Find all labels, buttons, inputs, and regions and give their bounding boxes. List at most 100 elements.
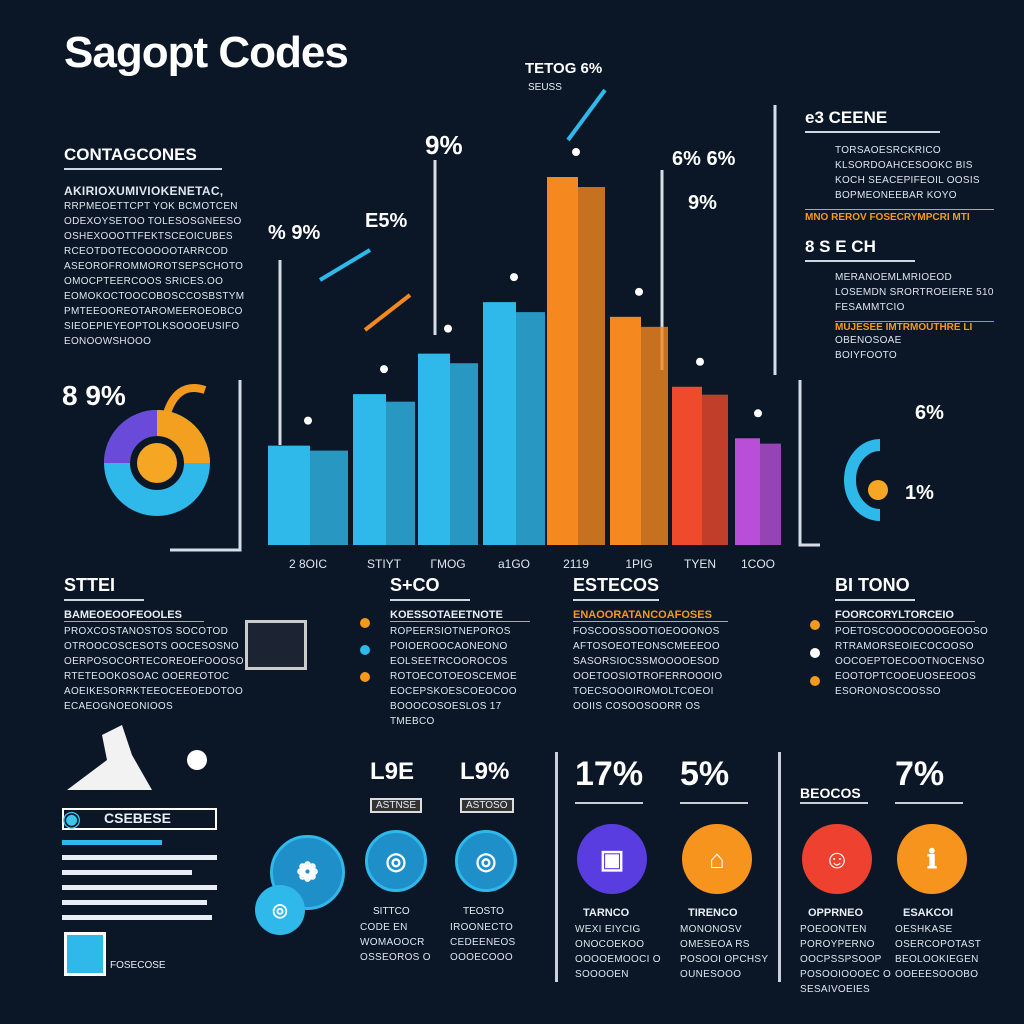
annotation-right-sub: 9%: [688, 192, 717, 214]
bar-side: [384, 401, 415, 545]
section-heading: STTEI: [64, 575, 144, 601]
text-line: EOLSEETRCOOROCOS: [390, 656, 508, 667]
bar-marker: [635, 287, 643, 296]
text-line: CEDEENEOS: [450, 937, 516, 948]
mid-stat-tag: ASTOSO: [460, 798, 514, 813]
text-line: OBENOSOAE: [835, 335, 902, 346]
bullet-icon: [810, 676, 820, 686]
annotation-right: 6% 6%: [672, 148, 736, 170]
text-line: EOCEPSKOESCOEOCOO: [390, 686, 517, 697]
stat-body: MONONOSV OMESEOA RS POSOOI OPCHSY OUNESOOO: [680, 922, 768, 982]
document-icon: ▣: [577, 824, 647, 894]
divider: [895, 802, 963, 804]
x-tick-label: 2 8OIC: [289, 557, 327, 571]
text-line: OESHKASE: [895, 924, 953, 935]
section-body: PROXCOSTANOSTOS SOCOTOD OTROOCOSCESOTS OO…: [64, 624, 244, 714]
bar-side: [514, 312, 545, 545]
text-line: POROYPERNO: [800, 939, 875, 950]
text-line: KLSORDOAHCESOOKC BIS: [835, 160, 973, 171]
bar-marker: [510, 273, 518, 282]
text-line: RTETEOOKOSOAC OOEREOTOC: [64, 671, 230, 682]
tablet-icon: ◎: [455, 830, 517, 892]
section-heading: S+CO: [390, 575, 470, 601]
text-line: POEOONTEN: [800, 924, 867, 935]
section-body: FOSCOOSSOOTIOEOOONOS AFTOSOEOTEONSCMEEEOO…: [573, 624, 728, 714]
text-line: OTROOCOSCESOTS OOCESOSNO: [64, 641, 239, 652]
text-line: OSSEOROS O: [360, 952, 431, 963]
divider: [555, 752, 558, 982]
text-line: ODEXOYSETOO TOLESOSGNEESO: [64, 216, 242, 227]
text-line: PROXCOSTANOSTOS SOCOTOD: [64, 626, 229, 637]
divider: [778, 752, 781, 982]
bar-side: [758, 443, 781, 545]
dashboard-icon: [245, 620, 307, 670]
mid-stat-title: SITTCO: [373, 906, 410, 917]
stat-value: 5%: [680, 755, 730, 793]
text-line: AFTOSOEOTEONSCMEEEOO: [573, 641, 720, 652]
text-line: FESAMMTCIO: [835, 302, 905, 313]
bar-chart: 2 8OIC STIYT ΓMOG a1GO 2119 1PIG TYEN 1COO: [268, 88, 820, 571]
text-section: ESTECOS ENAOORATANCOAFOSES FOSCOOSSOOTIOEO…: [573, 575, 728, 714]
bar-marker: [696, 357, 704, 366]
bar-marker: [444, 324, 452, 333]
gear-icon: ◎: [365, 830, 427, 892]
donut-label: 8 9%: [62, 380, 126, 411]
x-tick-label: ΓMOG: [430, 557, 465, 571]
text-line: POSOOIOOOEC O: [800, 969, 892, 980]
text-section: BI TONO FOORCORYLTORCEIO POETOSCOOOCOOOGEO…: [835, 575, 988, 699]
text-line: OOCPSSPSOOP: [800, 954, 882, 965]
text-line: TOECSOOOIROMOLTCOEOI: [573, 686, 714, 697]
bullet-icon: [360, 645, 370, 655]
text-line: OOETOOSIOTROFERROOOIO: [573, 671, 723, 682]
left-panel-body: AKIRIOXUMIVIOKENETAC, RRPMEOETTCPT YOK B…: [64, 184, 244, 349]
text-section: S+CO KOESSOTAEETNOTE ROPEERSIOTNEPOROS POIO…: [390, 575, 530, 729]
cloud-icon: ◎: [255, 885, 305, 935]
text-line: RCEOTDOTECOOOOOTARRCOD: [64, 246, 229, 257]
annotation-arrow: [318, 248, 372, 282]
bar-front: [353, 394, 386, 545]
right-donut-label-bottom: 1%: [905, 482, 934, 504]
stat-title: TARNCO: [583, 907, 630, 919]
bullet-icon: [360, 618, 370, 628]
section-body: ROPEERSIOTNEPOROS POIOEROOCAONEONO EOLSEET…: [390, 624, 530, 729]
bar-side: [308, 450, 348, 545]
donut-chart: [104, 380, 242, 552]
donut-connector: [170, 380, 242, 552]
text-line: MONONOSV: [680, 924, 742, 935]
right-section2-highlight: MUJESEE IMTRMOUTHRE LI: [835, 321, 994, 333]
bar: [547, 177, 605, 545]
x-tick-label: 1PIG: [625, 557, 652, 571]
text-line: OMOCPTEERCOOS SRICES.OO: [64, 276, 224, 287]
bar-front: [268, 445, 310, 545]
stat-body: POEOONTEN POROYPERNO OOCPSSPSOOP POSOOIOOOE…: [800, 922, 891, 997]
bar-front: [610, 316, 641, 545]
text-line: BOOOCOSOESLOS 17: [390, 701, 502, 712]
annotation-left: % 9%: [268, 222, 321, 244]
text-line: TORSAOESRCKRICO: [835, 145, 941, 156]
text-line: KOCH SEACEPIFEOIL OOSIS: [835, 175, 980, 186]
text-line: POSOOI OPCHSY: [680, 954, 769, 965]
text-line: OOOECOOO: [450, 952, 513, 963]
x-tick-label: STIYT: [367, 557, 402, 571]
donut-center: [137, 443, 177, 483]
text-line: SOOOOEN: [575, 969, 629, 980]
annotation-line: [798, 380, 820, 547]
section-body: POETOSCOOOCOOOGEOOSO RTRAMORSEOIECOCOOSO O…: [835, 624, 988, 699]
bar: [483, 302, 545, 545]
text-line: ECAEOGNOEONIOOS: [64, 701, 173, 712]
text-line: BOIYFOOTO: [835, 350, 897, 361]
right-section2-body: MERANOEMLMRIOEOD LOSEMDN SRORTROEIERE 510…: [835, 270, 994, 315]
stat-value: BEOCOS: [800, 785, 861, 801]
right-section2-heading: 8 S E CH: [805, 237, 915, 262]
x-tick-label: a1GO: [498, 557, 530, 571]
bullet-icon: [810, 620, 820, 630]
text-line: OOOOEMOOCI O: [575, 954, 661, 965]
section-heading: ESTECOS: [573, 575, 660, 601]
bar-front: [735, 438, 760, 545]
bar-marker: [304, 416, 312, 425]
stat-title: TIRENCO: [688, 907, 738, 919]
section-heading: BI TONO: [835, 575, 915, 601]
text-line: SASORSIOCSSMOOOOESOD: [573, 656, 720, 667]
annotation-tall: 9%: [425, 130, 463, 160]
mid-stat-value: L9E: [370, 758, 415, 785]
